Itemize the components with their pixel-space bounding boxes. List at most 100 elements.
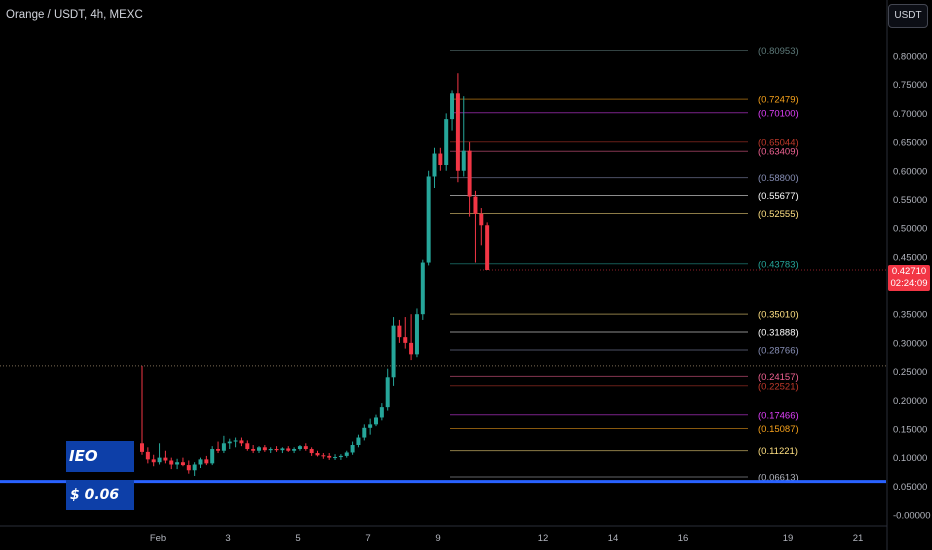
fib-level-label-1: (0.72479) <box>758 95 799 106</box>
candle-body-11 <box>204 459 209 464</box>
fib-level-label-17: (0.06613) <box>758 473 799 484</box>
candle-body-2 <box>151 459 156 463</box>
fib-level-label-2: (0.70100) <box>758 108 799 119</box>
y-tick-label-0: 0.80000 <box>893 52 927 63</box>
x-tick-label-2: 5 <box>295 533 300 544</box>
currency-button[interactable]: USDT <box>888 4 928 28</box>
candle-body-45 <box>403 337 408 343</box>
candle-body-29 <box>309 449 314 454</box>
y-tick-label-8: 0.35000 <box>893 310 927 321</box>
fib-level-label-5: (0.58800) <box>758 173 799 184</box>
fib-level-label-13: (0.22521) <box>758 381 799 392</box>
candle-body-13 <box>216 449 221 451</box>
candle-body-22 <box>268 449 273 451</box>
fib-level-label-9: (0.35010) <box>758 310 799 321</box>
candle-body-18 <box>245 443 250 450</box>
candle-body-51 <box>438 153 443 166</box>
candle-body-39 <box>368 424 373 428</box>
fib-level-label-16: (0.11221) <box>758 446 798 457</box>
candle-body-36 <box>350 445 355 453</box>
candle-body-53 <box>450 93 455 120</box>
fib-level-label-8: (0.43783) <box>758 259 799 270</box>
x-tick-label-7: 16 <box>678 533 689 544</box>
candle-body-14 <box>221 443 226 451</box>
x-tick-label-9: 21 <box>853 533 864 544</box>
candle-body-10 <box>198 459 203 465</box>
candle-body-23 <box>274 449 279 451</box>
candle-body-46 <box>409 342 414 355</box>
fib-level-label-14: (0.17466) <box>758 410 799 421</box>
candle-body-17 <box>239 440 244 444</box>
y-tick-label-11: 0.20000 <box>893 396 927 407</box>
x-tick-label-4: 9 <box>435 533 440 544</box>
fib-level-label-15: (0.15087) <box>758 424 799 435</box>
candle-body-49 <box>426 176 431 263</box>
candle-body-55 <box>461 150 466 171</box>
x-tick-label-5: 12 <box>538 533 549 544</box>
candle-body-57 <box>473 196 478 214</box>
candle-body-12 <box>210 449 215 464</box>
y-tick-label-5: 0.55000 <box>893 195 927 206</box>
candle-body-44 <box>397 325 402 338</box>
candle-body-34 <box>338 455 343 458</box>
candle-body-56 <box>467 150 472 197</box>
y-tick-label-2: 0.70000 <box>893 109 927 120</box>
candle-body-8 <box>186 465 191 471</box>
fib-level-label-12: (0.24157) <box>758 372 799 383</box>
fib-level-label-6: (0.55677) <box>758 191 799 202</box>
candle-body-25 <box>286 448 291 451</box>
y-tick-label-15: -0.00000 <box>893 511 931 522</box>
candle-body-15 <box>227 441 232 444</box>
y-tick-label-6: 0.50000 <box>893 224 927 235</box>
candle-body-0 <box>140 443 144 452</box>
x-tick-label-3: 7 <box>365 533 370 544</box>
candle-body-7 <box>180 462 185 466</box>
y-tick-label-9: 0.30000 <box>893 338 927 349</box>
fib-level-label-0: (0.80953) <box>758 46 799 57</box>
candle-body-3 <box>157 457 162 463</box>
candle-body-28 <box>303 446 308 450</box>
candle-body-26 <box>292 449 297 451</box>
candle-body-43 <box>391 325 396 378</box>
x-tick-label-0: Feb <box>150 533 166 544</box>
candle-body-52 <box>444 119 449 166</box>
x-tick-label-8: 19 <box>783 533 794 544</box>
candle-body-9 <box>192 464 197 471</box>
y-tick-label-7: 0.45000 <box>893 252 927 263</box>
candle-body-24 <box>280 448 285 451</box>
candle-body-40 <box>374 417 378 425</box>
y-tick-label-10: 0.25000 <box>893 367 927 378</box>
candle-body-31 <box>321 455 326 457</box>
candle-body-4 <box>163 457 168 461</box>
candle-body-20 <box>257 447 261 451</box>
candle-body-21 <box>262 447 267 451</box>
candle-body-41 <box>379 407 384 418</box>
fib-level-label-10: (0.31888) <box>758 328 799 339</box>
candle-body-16 <box>233 440 238 442</box>
candle-body-47 <box>414 314 419 355</box>
y-tick-label-13: 0.10000 <box>893 453 927 464</box>
candle-body-50 <box>432 153 437 177</box>
candle-body-27 <box>297 446 302 450</box>
candle-body-32 <box>327 455 332 458</box>
candle-body-6 <box>175 462 180 465</box>
candle-body-42 <box>385 377 390 408</box>
y-tick-label-12: 0.15000 <box>893 424 927 435</box>
chart-title: Orange / USDT, 4h, MEXC <box>6 9 143 21</box>
y-tick-label-1: 0.75000 <box>893 80 927 91</box>
x-tick-label-6: 14 <box>608 533 619 544</box>
candle-body-30 <box>315 453 320 456</box>
candle-body-58 <box>479 213 484 226</box>
candle-body-33 <box>333 457 338 459</box>
candle-body-48 <box>420 262 425 315</box>
y-tick-label-3: 0.65000 <box>893 138 927 149</box>
candle-body-37 <box>356 437 361 446</box>
ieo-value: $ 0.06 <box>66 480 134 510</box>
candle-body-59 <box>485 225 490 271</box>
fib-level-label-4: (0.63409) <box>758 147 799 158</box>
bar-countdown: 02:24:09 <box>890 278 928 289</box>
candle-body-5 <box>169 460 174 465</box>
y-tick-label-14: 0.05000 <box>893 482 927 493</box>
ieo-label: IEO Price: <box>66 441 134 496</box>
